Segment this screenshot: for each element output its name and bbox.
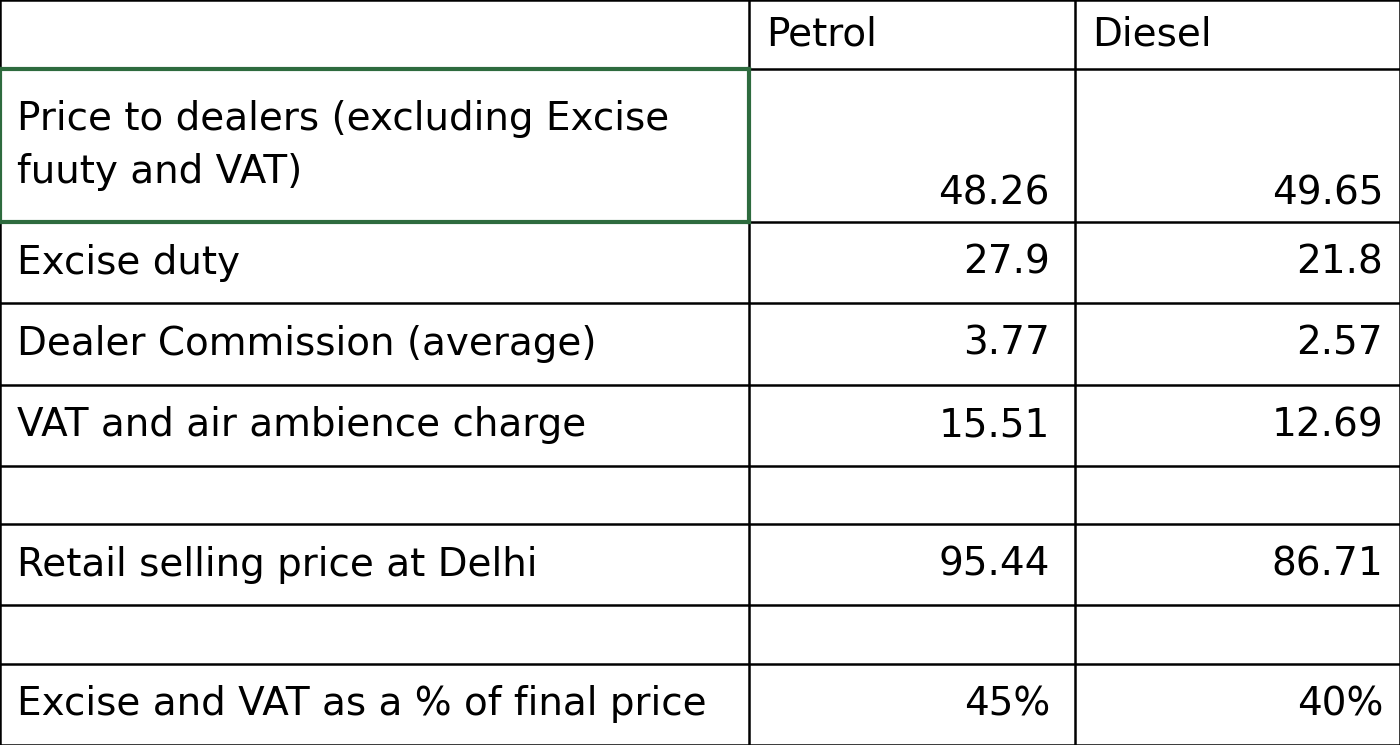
Text: 27.9: 27.9 [963,244,1050,282]
Text: Retail selling price at Delhi: Retail selling price at Delhi [17,546,538,584]
Text: Excise and VAT as a % of final price: Excise and VAT as a % of final price [17,685,707,723]
Text: 49.65: 49.65 [1271,175,1383,213]
Text: 45%: 45% [963,685,1050,723]
Text: Excise duty: Excise duty [17,244,239,282]
Text: 2.57: 2.57 [1296,325,1383,363]
Text: Diesel: Diesel [1092,16,1211,54]
Text: Dealer Commission (average): Dealer Commission (average) [17,325,596,363]
Text: VAT and air ambience charge: VAT and air ambience charge [17,406,587,444]
Text: Petrol: Petrol [766,16,876,54]
Text: 48.26: 48.26 [938,175,1050,213]
Text: 86.71: 86.71 [1271,546,1383,584]
Text: 40%: 40% [1296,685,1383,723]
Text: 3.77: 3.77 [963,325,1050,363]
Text: 12.69: 12.69 [1271,406,1383,444]
Text: 21.8: 21.8 [1296,244,1383,282]
Text: 95.44: 95.44 [938,546,1050,584]
Text: Price to dealers (excluding Excise
fuuty and VAT): Price to dealers (excluding Excise fuuty… [17,100,669,191]
Text: 15.51: 15.51 [938,406,1050,444]
